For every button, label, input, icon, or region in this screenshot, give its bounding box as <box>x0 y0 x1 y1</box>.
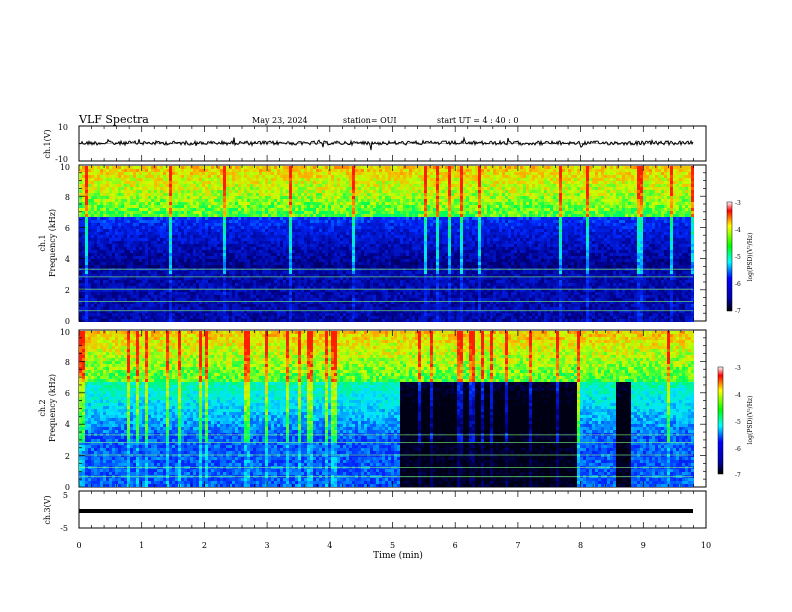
ch1-spectrogram-panel: 0 2 4 6 8 10 ch.1 Frequency (kHz) <box>38 163 707 326</box>
ch1-colorbar: -3 -4 -5 -6 -7 log(PSD)(V²/Hz) <box>726 200 754 315</box>
cbar2-label: log(PSD)(V²/Hz) <box>747 396 754 445</box>
ch1-ylabel: ch.1(V) <box>43 129 52 158</box>
ch1-spec-tick-4: 4 <box>65 255 70 264</box>
ch2-spec-tick-4: 4 <box>65 420 70 429</box>
ch2-spec-yticks: 0 2 4 6 8 10 <box>60 328 70 492</box>
x-tick-labels: 0 1 2 3 4 5 6 7 8 9 10 <box>76 541 711 550</box>
ch3-ylabel: ch.3(V) <box>43 495 52 524</box>
cbar2-tick-m3: -3 <box>735 365 741 372</box>
x-axis-label: Time (min) <box>373 550 423 561</box>
ch1-waveform-trace <box>78 136 694 151</box>
ch1-spec-tick-6: 6 <box>65 224 70 233</box>
ch1-spec-tick-2: 2 <box>65 286 70 295</box>
x-tick-label: 5 <box>390 541 395 550</box>
cbar1-tick-m4: -4 <box>735 227 741 234</box>
station-label: station= OUI <box>343 116 397 125</box>
ch1-spec-tick-10: 10 <box>60 163 70 172</box>
axis-ticks <box>78 126 707 528</box>
cbar2-tick-m4: -4 <box>735 392 741 399</box>
cbar2-tick-m6: -6 <box>735 446 741 453</box>
ch2-spectrogram-image <box>79 331 694 487</box>
x-tick-label: 3 <box>265 541 270 550</box>
ch3-tick-top: 5 <box>63 491 68 500</box>
start-time-label: start UT = 4 : 40 : 0 <box>437 116 518 125</box>
ch3-waveform-panel: 5 -5 ch.3(V) <box>43 490 707 533</box>
ch1-spec-yticks: 0 2 4 6 8 10 <box>60 163 70 326</box>
ch1-spectrogram-image <box>79 166 694 322</box>
cbar1-tick-m6: -6 <box>735 281 741 288</box>
chart-title: VLF Spectra <box>78 113 149 126</box>
ch1-waveform-panel: 10 -10 ch.1(V) <box>43 123 707 164</box>
x-tick-label: 1 <box>139 541 144 550</box>
cbar1-tick-m3: -3 <box>735 200 741 207</box>
ch1-spec-ylabel1: ch.1 <box>38 234 47 251</box>
x-tick-label: 10 <box>701 541 711 550</box>
ch2-spec-tick-2: 2 <box>65 452 70 461</box>
ch1-spec-ylabel2: Frequency (kHz) <box>48 209 57 277</box>
ch3-tick-bottom: -5 <box>60 524 68 533</box>
ch2-spectrogram-panel: 0 2 4 6 8 10 ch.2 Frequency (kHz) <box>38 328 707 492</box>
cbar2-tick-m5: -5 <box>735 419 741 426</box>
cbar1-tick-m5: -5 <box>735 254 741 261</box>
cbar1-tick-m7: -7 <box>735 308 741 315</box>
date-label: May 23, 2024 <box>252 116 308 125</box>
ch1-tick-bottom: -10 <box>55 155 68 164</box>
ch2-colorbar: -3 -4 -5 -6 -7 log(PSD)(V²/Hz) <box>717 365 754 479</box>
ch1-tick-top: 10 <box>58 123 68 132</box>
ch2-spec-tick-8: 8 <box>65 358 70 367</box>
ch1-spec-tick-8: 8 <box>65 193 70 202</box>
ch2-spec-tick-0: 0 <box>65 483 70 492</box>
x-tick-label: 2 <box>202 541 207 550</box>
x-tick-label: 6 <box>453 541 458 550</box>
x-tick-label: 0 <box>76 541 81 550</box>
ch2-spec-tick-10: 10 <box>60 328 70 337</box>
x-tick-label: 7 <box>515 541 520 550</box>
ch1-spec-tick-0: 0 <box>65 317 70 326</box>
ch2-spec-tick-6: 6 <box>65 389 70 398</box>
cbar1-label: log(PSD)(V²/Hz) <box>747 233 754 282</box>
x-tick-label: 8 <box>578 541 583 550</box>
ch2-spec-ylabel1: ch.2 <box>38 399 47 416</box>
x-tick-label: 9 <box>641 541 646 550</box>
cbar2-tick-m7: -7 <box>735 472 741 479</box>
x-tick-label: 4 <box>327 541 332 550</box>
ch2-spec-ylabel2: Frequency (kHz) <box>48 374 57 442</box>
